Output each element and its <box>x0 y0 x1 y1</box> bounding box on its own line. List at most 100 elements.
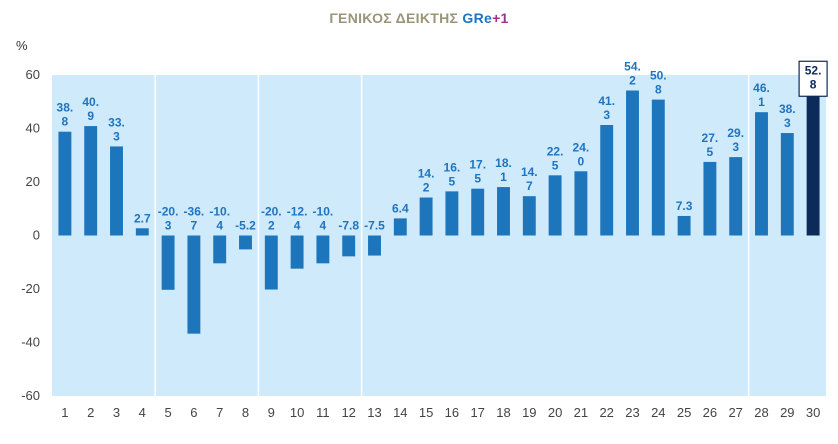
data-label: 3 <box>603 108 610 122</box>
data-label: 8 <box>810 77 817 91</box>
x-tick-label: 13 <box>367 405 381 420</box>
x-tick-label: 25 <box>677 405 691 420</box>
data-label: 46. <box>753 81 770 95</box>
data-label: 22. <box>547 144 564 158</box>
data-label: 8 <box>62 115 69 129</box>
bar-29 <box>780 133 794 236</box>
data-label: 14. <box>418 167 435 181</box>
x-tick-label: 11 <box>316 405 330 420</box>
x-tick-label: 21 <box>574 405 588 420</box>
data-label: 2 <box>423 181 430 195</box>
data-label: 7 <box>191 219 198 233</box>
data-label: 5 <box>552 158 559 172</box>
bar-27 <box>729 157 743 236</box>
bar-18 <box>497 187 510 236</box>
x-tick-label: 1 <box>61 405 68 420</box>
data-label: 3 <box>165 219 172 233</box>
plot-area <box>52 75 826 396</box>
data-label: 33. <box>108 115 125 129</box>
data-label: 18. <box>495 156 512 170</box>
data-label: -10. <box>209 205 230 219</box>
x-tick-label: 10 <box>290 405 304 420</box>
x-tick-label: 18 <box>496 405 510 420</box>
x-tick-label: 8 <box>242 405 249 420</box>
data-label: -20. <box>158 205 179 219</box>
data-label: 41. <box>598 94 615 108</box>
bar-25 <box>677 215 691 236</box>
y-tick-label: 0 <box>33 228 40 243</box>
x-tick-label: 7 <box>216 405 223 420</box>
data-label: 9 <box>87 109 94 123</box>
bar-13 <box>368 235 381 256</box>
y-tick-label: 40 <box>26 121 40 136</box>
bar-6 <box>187 235 201 334</box>
bar-2 <box>84 126 98 236</box>
data-label: 0 <box>578 154 585 168</box>
data-label: 2 <box>629 74 636 88</box>
data-label: 3 <box>113 129 120 143</box>
bar-7 <box>213 235 227 264</box>
title-plus: +1 <box>492 10 509 26</box>
x-tick-label: 2 <box>87 405 94 420</box>
bar-10 <box>290 235 304 269</box>
bar-20 <box>548 175 562 236</box>
bar-9 <box>264 235 278 290</box>
bar-15 <box>419 197 433 236</box>
data-label: 24. <box>573 140 590 154</box>
data-label: 2 <box>268 219 275 233</box>
x-tick-label: 20 <box>548 405 562 420</box>
title-main: ΓΕΝΙΚΟΣ ΔΕΙΚΤΗΣ <box>329 10 463 26</box>
bar-14 <box>393 218 407 236</box>
title-gr: GRe <box>462 10 493 26</box>
y-tick-label: -60 <box>21 388 40 403</box>
data-label: 38. <box>57 101 74 115</box>
bar-24 <box>651 99 665 236</box>
x-tick-label: 6 <box>190 405 197 420</box>
data-label: 52. <box>805 63 822 77</box>
bar-28 <box>755 112 768 236</box>
y-tick-label: -40 <box>21 335 40 350</box>
x-tick-label: 19 <box>522 405 536 420</box>
bar-16 <box>445 191 459 236</box>
data-label: 7.3 <box>676 199 693 213</box>
bar-17 <box>471 188 485 236</box>
data-label: 7 <box>526 179 533 193</box>
y-tick-label: -20 <box>21 281 40 296</box>
data-label: 5 <box>707 145 714 159</box>
data-label: -36. <box>184 205 205 219</box>
data-label: 4 <box>216 219 223 233</box>
x-tick-label: 28 <box>754 405 768 420</box>
data-label: -10. <box>313 205 334 219</box>
bar-5 <box>161 235 175 290</box>
data-label: 16. <box>444 160 461 174</box>
data-label: 27. <box>702 131 719 145</box>
data-label: 4 <box>320 219 327 233</box>
bar-23 <box>626 90 639 236</box>
data-label: 17. <box>469 158 486 172</box>
bar-12 <box>342 235 356 257</box>
x-tick-label: 22 <box>599 405 613 420</box>
x-tick-label: 29 <box>780 405 794 420</box>
data-label: -7.5 <box>364 219 385 233</box>
bar-4 <box>135 228 149 236</box>
data-label: 1 <box>758 95 765 109</box>
data-label: -20. <box>261 205 282 219</box>
x-tick-label: 15 <box>419 405 433 420</box>
bar-30 <box>806 94 820 236</box>
data-label: 1 <box>500 170 507 184</box>
data-label: 3 <box>784 116 791 130</box>
data-label: 40. <box>82 95 99 109</box>
x-tick-label: 16 <box>445 405 459 420</box>
x-tick-label: 17 <box>470 405 484 420</box>
data-label: 50. <box>650 69 667 83</box>
data-label: 3 <box>732 140 739 154</box>
data-label: 2.7 <box>134 211 151 225</box>
highlight-label-box <box>798 60 828 97</box>
data-label: 5 <box>449 174 456 188</box>
x-tick-label: 5 <box>164 405 171 420</box>
bar-11 <box>316 235 330 264</box>
bar-26 <box>703 161 717 236</box>
data-label: 14. <box>521 165 538 179</box>
